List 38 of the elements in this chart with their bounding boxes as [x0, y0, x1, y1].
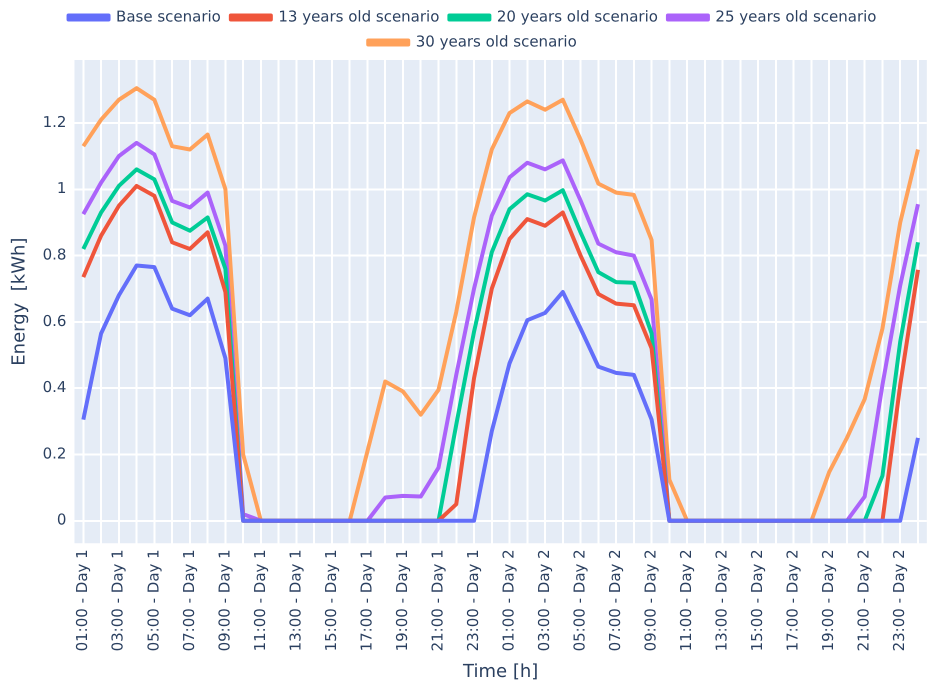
- y-tick-label: 0.6: [42, 312, 66, 330]
- x-tick-label: 03:00 - Day 1: [108, 549, 127, 652]
- y-axis-title: Energy [kWh]: [8, 238, 30, 366]
- y-tick-label: 1: [56, 179, 66, 198]
- x-tick-label: 23:00 - Day 2: [890, 549, 908, 652]
- y-tick-label: 0.2: [42, 444, 66, 462]
- x-tick-label: 15:00 - Day 1: [322, 549, 340, 652]
- x-tick-label: 21:00 - Day 1: [428, 549, 446, 652]
- x-tick-label: 03:00 - Day 2: [534, 549, 553, 652]
- x-tick-label: 09:00 - Day 1: [215, 549, 234, 652]
- y-tick-label: 0.8: [42, 245, 66, 264]
- x-tick-label: 09:00 - Day 2: [641, 549, 660, 652]
- x-axis-title: Time [h]: [462, 660, 538, 682]
- x-tick-label: 11:00 - Day 1: [250, 549, 269, 652]
- x-tick-label: 13:00 - Day 2: [712, 549, 731, 652]
- legend-label: Base scenario: [116, 7, 221, 26]
- legend-label: 30 years old scenario: [416, 32, 577, 50]
- x-tick-label: 01:00 - Day 2: [499, 549, 518, 652]
- x-tick-label: 17:00 - Day 1: [357, 549, 376, 652]
- y-tick-label: 0.4: [42, 378, 66, 396]
- x-tick-label: 21:00 - Day 2: [854, 549, 873, 652]
- x-tick-label: 23:00 - Day 1: [464, 549, 482, 652]
- x-tick-label: 07:00 - Day 1: [180, 549, 198, 652]
- x-tick-label: 05:00 - Day 1: [144, 549, 162, 652]
- x-tick-label: 13:00 - Day 1: [286, 549, 304, 652]
- y-tick-label: 0: [56, 510, 66, 529]
- x-tick-label: 19:00 - Day 1: [392, 549, 411, 652]
- x-tick-label: 11:00 - Day 2: [677, 549, 696, 652]
- x-tick-label: 07:00 - Day 2: [606, 549, 624, 652]
- legend-label: 25 years old scenario: [715, 7, 876, 26]
- x-tick-label: 15:00 - Day 2: [748, 549, 766, 652]
- x-tick-label: 19:00 - Day 2: [819, 549, 838, 652]
- legend-label: 13 years old scenario: [278, 7, 440, 26]
- y-tick-label: 1.2: [42, 112, 66, 131]
- legend-label: 20 years old scenario: [496, 7, 658, 26]
- x-tick-label: 01:00 - Day 1: [73, 549, 92, 652]
- x-tick-label: 17:00 - Day 2: [784, 549, 802, 652]
- x-tick-label: 05:00 - Day 2: [570, 549, 588, 652]
